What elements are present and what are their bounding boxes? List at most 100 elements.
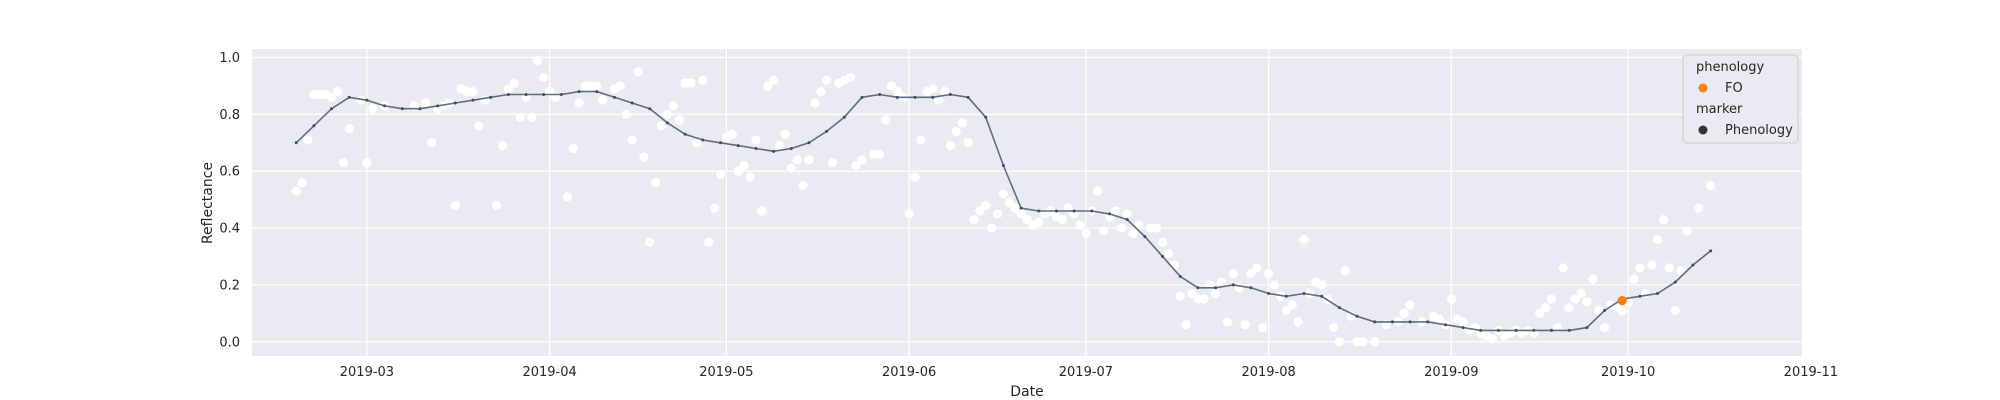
smoothed-line-marker xyxy=(772,149,776,153)
observation-point xyxy=(1535,308,1545,318)
observation-point xyxy=(1399,308,1409,318)
observation-point xyxy=(875,149,885,159)
observation-point xyxy=(892,87,902,97)
observation-point xyxy=(768,75,779,85)
observation-point xyxy=(657,121,667,131)
observation-point xyxy=(816,87,826,97)
observation-point xyxy=(1293,317,1303,327)
observation-point xyxy=(880,115,891,125)
observation-point xyxy=(1299,234,1309,245)
y-tick-label: 1.0 xyxy=(219,51,240,66)
smoothed-line-marker xyxy=(807,141,811,145)
phenology-points xyxy=(1617,295,1627,306)
observation-point xyxy=(1128,229,1138,239)
observation-point xyxy=(491,200,502,210)
observation-point xyxy=(1099,226,1109,236)
observation-point xyxy=(963,138,973,148)
observation-point xyxy=(1599,322,1610,333)
smoothed-line-marker xyxy=(1090,209,1094,213)
observation-point xyxy=(1706,180,1716,191)
observation-point xyxy=(1340,266,1350,276)
smoothed-line-marker xyxy=(1656,291,1660,295)
y-tick-label: 0.8 xyxy=(219,108,240,123)
observation-point xyxy=(1370,337,1380,347)
observation-point xyxy=(1122,209,1132,219)
observation-point xyxy=(1405,300,1415,310)
smoothed-line-marker xyxy=(542,92,546,96)
smoothed-line-marker xyxy=(453,101,457,105)
observation-point xyxy=(362,158,372,168)
smoothed-line-marker xyxy=(966,95,970,99)
observation-point xyxy=(1222,317,1232,327)
observation-point xyxy=(969,214,979,225)
smoothed-line-marker xyxy=(665,121,669,125)
observation-point xyxy=(1022,214,1032,225)
observation-point xyxy=(1635,263,1645,273)
observation-point xyxy=(1264,268,1274,279)
observation-point xyxy=(474,121,484,131)
smoothed-line xyxy=(294,90,1713,332)
smoothed-line-marker xyxy=(1337,306,1341,310)
smoothed-line-marker xyxy=(559,92,563,96)
smoothed-line-marker xyxy=(825,129,829,133)
observation-point xyxy=(763,81,773,91)
observation-point xyxy=(668,101,678,111)
observation-point xyxy=(1588,274,1598,284)
observation-point xyxy=(798,180,808,191)
smoothed-line-marker xyxy=(1603,309,1607,313)
observation-point xyxy=(715,169,726,179)
observation-point xyxy=(1175,291,1185,301)
y-axis-label: Reflectance xyxy=(200,162,216,244)
observation-point xyxy=(662,109,673,119)
observation-point xyxy=(1334,337,1344,347)
observation-point xyxy=(939,87,950,97)
legend-title-marker: marker xyxy=(1696,102,1743,117)
observation-point xyxy=(509,78,519,88)
smoothed-line-marker xyxy=(330,107,334,111)
smoothed-line-marker xyxy=(860,95,864,99)
observation-point xyxy=(1617,305,1627,316)
observation-point xyxy=(910,172,920,182)
observation-point xyxy=(1487,334,1498,344)
smoothed-line-marker xyxy=(683,132,687,136)
observation-point xyxy=(332,87,343,97)
observation-point xyxy=(1246,268,1256,279)
smoothed-line-marker xyxy=(400,107,404,111)
y-tick-label: 0.0 xyxy=(219,335,240,350)
observation-point xyxy=(527,112,537,122)
observation-point xyxy=(1358,337,1368,347)
observation-point xyxy=(1110,206,1121,216)
smoothed-line-marker xyxy=(612,95,616,99)
observation-point xyxy=(1287,300,1297,310)
smoothed-line-marker xyxy=(1108,212,1112,216)
x-tick-label: 2019-07 xyxy=(1059,365,1113,380)
observation-point xyxy=(1328,322,1339,333)
legend-box xyxy=(1682,54,1799,144)
y-tick-label: 0.2 xyxy=(219,278,240,293)
observation-point xyxy=(987,223,997,233)
legend-label-phenology: Phenology xyxy=(1725,123,1793,138)
fo-phenology-point xyxy=(1617,295,1627,306)
smoothed-line-marker xyxy=(1284,294,1288,298)
observation-point xyxy=(1016,209,1026,219)
smoothed-line-marker xyxy=(312,124,316,128)
smoothed-line-marker xyxy=(1302,291,1306,295)
smoothed-line-marker xyxy=(1196,286,1200,290)
observation-point xyxy=(562,192,572,202)
y-tick-label: 0.6 xyxy=(219,165,240,180)
smoothed-line-marker xyxy=(1479,328,1483,332)
y-tick-label: 0.4 xyxy=(219,222,240,237)
observation-point xyxy=(957,118,967,128)
observation-point xyxy=(592,81,602,91)
observation-point xyxy=(804,155,814,165)
observation-point xyxy=(568,143,578,154)
observation-point xyxy=(1075,220,1085,230)
observation-point xyxy=(627,135,637,145)
smoothed-line-marker xyxy=(1355,314,1359,318)
observation-point xyxy=(1670,305,1680,316)
smoothed-line-marker xyxy=(524,92,528,96)
observation-point xyxy=(998,189,1009,199)
observation-point xyxy=(1134,220,1144,230)
observation-point xyxy=(326,92,337,102)
observation-point xyxy=(1458,317,1468,327)
